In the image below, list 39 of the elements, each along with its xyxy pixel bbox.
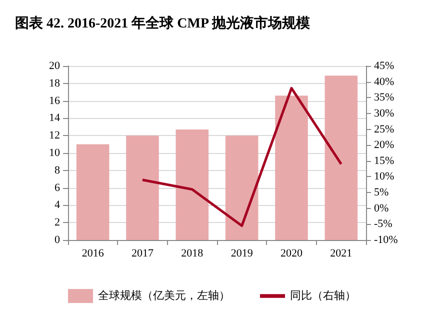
y2-tick-label: 40% <box>374 76 394 88</box>
y2-tick-label: 35% <box>374 92 394 104</box>
y-tick-label: 0 <box>54 234 60 246</box>
bar <box>324 76 358 240</box>
y2-tick-label: -5% <box>374 218 392 230</box>
x-tick-label: 2018 <box>181 248 204 260</box>
x-tick-label: 2017 <box>132 248 154 260</box>
y-tick-label: 12 <box>49 130 60 142</box>
y-tick-label: 16 <box>49 94 60 107</box>
y2-tick-label: 45% <box>374 60 394 72</box>
x-tick-label: 2019 <box>230 248 254 260</box>
y-tick-label: 4 <box>54 199 60 212</box>
y2-tick-label: 10% <box>374 170 394 183</box>
x-tick-label: 2020 <box>280 248 303 260</box>
y2-tick-label: 25% <box>374 123 394 136</box>
y-tick-label: 8 <box>54 164 60 176</box>
y2-tick-label: 5% <box>374 186 389 199</box>
y2-tick-label: 30% <box>374 107 394 120</box>
chart-title: 图表 42. 2016-2021 年全球 CMP 抛光液市场规模 <box>15 14 311 32</box>
y2-tick-label: -10% <box>374 234 398 246</box>
bar <box>275 96 308 240</box>
y2-tick-label: 20% <box>374 139 394 152</box>
x-tick-label: 2016 <box>82 248 104 260</box>
bar <box>176 130 209 240</box>
y-tick-label: 6 <box>54 182 60 194</box>
y-tick-label: 20 <box>49 60 60 72</box>
x-tick-label: 2021 <box>330 248 352 260</box>
y-tick-label: 10 <box>49 147 60 159</box>
y2-tick-label: 0% <box>374 202 389 214</box>
y2-tick-label: 15% <box>374 154 394 167</box>
bar <box>126 136 159 240</box>
y-tick-label: 2 <box>54 216 60 229</box>
legend-label: 全球规模（亿美元，左轴） <box>98 289 230 302</box>
bar <box>225 136 258 240</box>
legend-label: 同比（右轴） <box>290 289 356 302</box>
line-series <box>141 86 342 228</box>
y-tick-label: 14 <box>49 112 60 124</box>
y-tick-label: 18 <box>49 77 60 90</box>
bar <box>76 144 110 240</box>
